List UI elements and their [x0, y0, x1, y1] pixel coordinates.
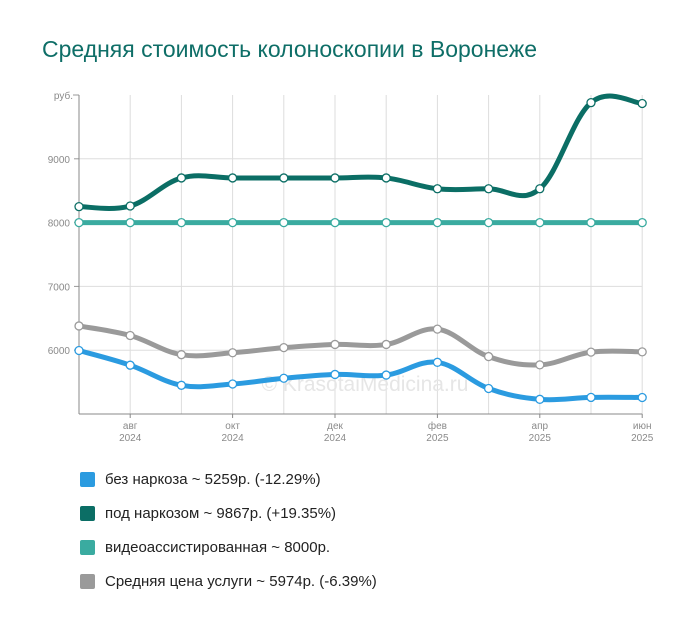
data-point-anesthesia — [637, 98, 647, 109]
data-point-video — [125, 217, 135, 228]
series-line-average — [76, 323, 645, 368]
data-point-no_anesthesia — [586, 392, 596, 403]
data-point-anesthesia — [330, 173, 340, 183]
x-tick-month: дек — [327, 421, 343, 432]
data-point-no_anesthesia — [227, 379, 238, 389]
x-tick-year: 2024 — [119, 433, 142, 444]
y-tick-label: 6000 — [48, 346, 71, 357]
chart-title: Средняя стоимость колоноскопии в Воронеж… — [42, 36, 537, 62]
x-tick-year: 2024 — [324, 433, 347, 444]
data-point-anesthesia — [535, 184, 545, 194]
data-point-no_anesthesia — [637, 392, 647, 403]
data-point-video — [432, 217, 443, 228]
data-point-average — [279, 342, 289, 353]
data-point-no_anesthesia — [176, 380, 187, 390]
data-point-video — [637, 217, 647, 228]
data-point-video — [483, 217, 494, 228]
y-tick-label: 8000 — [48, 219, 71, 230]
data-point-average — [381, 339, 391, 350]
data-point-anesthesia — [227, 173, 238, 183]
data-point-average — [483, 351, 494, 362]
data-point-average — [227, 348, 238, 358]
data-point-no_anesthesia — [432, 357, 443, 367]
data-point-anesthesia — [74, 201, 84, 212]
data-point-anesthesia — [176, 173, 187, 183]
legend: без наркоза ~ 5259р. (-12.29%) под нарко… — [80, 462, 377, 598]
legend-label: под наркозом ~ 9867р. (+19.35%) — [105, 504, 337, 522]
data-point-average — [176, 350, 187, 360]
legend-swatch — [80, 539, 95, 555]
data-point-no_anesthesia — [279, 373, 289, 383]
watermark: © KrasotaiMedicina.ru — [262, 373, 469, 396]
data-point-video — [279, 217, 289, 228]
data-point-no_anesthesia — [330, 369, 340, 380]
y-tick-label: 9000 — [48, 155, 71, 166]
data-point-video — [381, 217, 391, 228]
x-tick-year: 2025 — [426, 433, 449, 444]
x-tick-year: 2024 — [221, 433, 244, 444]
x-tick-month: окт — [225, 421, 240, 432]
line-chart: 6000700080009000руб.авг2024окт2024дек202… — [48, 90, 654, 444]
legend-swatch — [80, 573, 95, 589]
data-point-no_anesthesia — [74, 345, 84, 356]
series-line-anesthesia — [76, 93, 645, 211]
legend-swatch — [80, 471, 95, 487]
x-tick-month: июн — [633, 421, 652, 432]
data-point-no_anesthesia — [125, 360, 135, 370]
data-point-average — [637, 347, 647, 357]
data-point-anesthesia — [279, 173, 289, 183]
data-point-no_anesthesia — [483, 383, 494, 394]
legend-label: без наркоза ~ 5259р. (-12.29%) — [105, 470, 321, 488]
data-point-anesthesia — [381, 173, 391, 183]
data-point-average — [535, 360, 545, 370]
data-point-video — [535, 217, 545, 228]
y-unit-label: руб. — [54, 90, 73, 102]
data-point-video — [74, 217, 84, 228]
legend-item-no-anesthesia[interactable]: без наркоза ~ 5259р. (-12.29%) — [80, 462, 377, 496]
data-point-video — [586, 217, 596, 228]
x-tick-month: авг — [123, 421, 138, 432]
data-point-video — [176, 217, 187, 228]
data-point-average — [125, 330, 135, 341]
data-point-no_anesthesia — [381, 370, 391, 380]
x-tick-year: 2025 — [631, 433, 654, 444]
legend-item-anesthesia[interactable]: под наркозом ~ 9867р. (+19.35%) — [80, 496, 377, 530]
legend-item-video[interactable]: видеоассистированная ~ 8000р. — [80, 530, 377, 564]
data-point-no_anesthesia — [535, 394, 545, 404]
data-point-video — [330, 217, 340, 228]
y-tick-label: 7000 — [48, 282, 71, 293]
data-point-average — [432, 324, 443, 334]
legend-label: видеоассистированная ~ 8000р. — [105, 538, 331, 556]
legend-item-average[interactable]: Средняя цена услуги ~ 5974р. (-6.39%) — [80, 564, 377, 598]
data-point-anesthesia — [586, 98, 596, 108]
data-point-anesthesia — [432, 184, 443, 194]
x-tick-month: апр — [532, 421, 549, 432]
x-tick-month: фев — [428, 420, 447, 432]
data-point-average — [330, 339, 340, 350]
data-point-average — [586, 347, 596, 357]
data-point-anesthesia — [125, 201, 135, 211]
legend-swatch — [80, 505, 95, 521]
data-point-anesthesia — [483, 184, 494, 194]
x-tick-year: 2025 — [529, 433, 552, 444]
data-point-video — [227, 217, 238, 228]
data-point-average — [74, 321, 84, 331]
legend-label: Средняя цена услуги ~ 5974р. (-6.39%) — [105, 572, 377, 590]
